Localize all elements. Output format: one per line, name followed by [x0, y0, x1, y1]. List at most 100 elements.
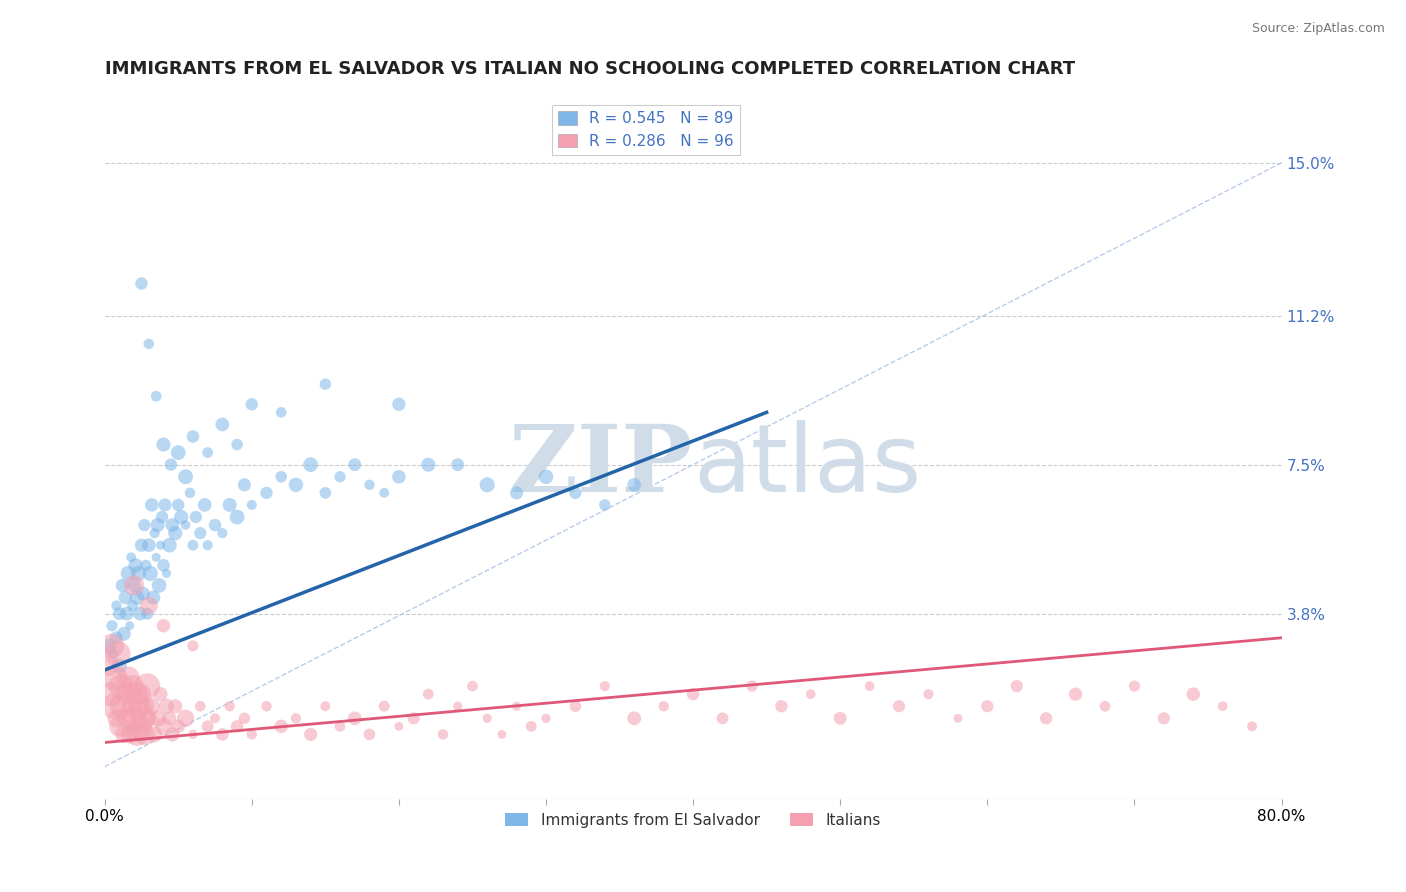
Point: [917, 687, 939, 701]
Point: [194, 498, 217, 512]
Point: [107, 647, 129, 661]
Point: [125, 591, 148, 605]
Point: [373, 699, 395, 714]
Point: [1241, 719, 1264, 733]
Point: [1123, 679, 1146, 693]
Point: [564, 699, 586, 714]
Point: [800, 687, 823, 701]
Point: [270, 719, 292, 733]
Point: [402, 711, 425, 725]
Point: [141, 498, 163, 512]
Point: [359, 478, 381, 492]
Point: [142, 591, 165, 605]
Point: [120, 550, 142, 565]
Point: [125, 727, 148, 741]
Point: [184, 510, 207, 524]
Point: [170, 510, 193, 524]
Point: [146, 518, 169, 533]
Point: [373, 486, 395, 500]
Point: [447, 458, 470, 472]
Point: [181, 639, 204, 653]
Point: [117, 671, 139, 685]
Point: [148, 578, 170, 592]
Point: [491, 727, 513, 741]
Point: [181, 429, 204, 443]
Point: [197, 719, 219, 733]
Point: [122, 578, 145, 592]
Point: [564, 486, 586, 500]
Point: [859, 679, 882, 693]
Point: [314, 486, 336, 500]
Point: [152, 437, 174, 451]
Point: [138, 711, 160, 725]
Point: [181, 727, 204, 741]
Point: [167, 445, 190, 459]
Point: [153, 498, 176, 512]
Point: [134, 727, 156, 741]
Point: [204, 711, 226, 725]
Point: [329, 469, 352, 483]
Point: [1182, 687, 1205, 701]
Point: [284, 711, 307, 725]
Point: [211, 727, 233, 741]
Point: [233, 478, 256, 492]
Point: [138, 337, 160, 351]
Point: [118, 727, 141, 741]
Point: [174, 518, 197, 533]
Point: [188, 526, 211, 541]
Point: [122, 711, 145, 725]
Point: [141, 699, 163, 714]
Point: [976, 699, 998, 714]
Point: [115, 607, 138, 621]
Point: [475, 711, 498, 725]
Point: [505, 486, 527, 500]
Point: [128, 566, 150, 581]
Point: [98, 639, 121, 653]
Point: [100, 687, 122, 701]
Point: [682, 687, 704, 701]
Point: [131, 687, 153, 701]
Point: [165, 526, 187, 541]
Point: [623, 478, 645, 492]
Point: [218, 699, 240, 714]
Point: [1064, 687, 1087, 701]
Point: [105, 711, 128, 725]
Point: [134, 518, 156, 533]
Point: [138, 599, 160, 613]
Point: [129, 607, 152, 621]
Point: [121, 599, 143, 613]
Text: ZIP: ZIP: [509, 421, 693, 511]
Point: [174, 711, 197, 725]
Point: [204, 518, 226, 533]
Point: [593, 498, 616, 512]
Point: [162, 518, 184, 533]
Point: [520, 719, 543, 733]
Point: [887, 699, 910, 714]
Point: [136, 679, 159, 693]
Point: [112, 626, 135, 640]
Point: [150, 510, 173, 524]
Point: [211, 417, 233, 432]
Point: [120, 699, 142, 714]
Point: [226, 719, 249, 733]
Point: [145, 389, 167, 403]
Text: IMMIGRANTS FROM EL SALVADOR VS ITALIAN NO SCHOOLING COMPLETED CORRELATION CHART: IMMIGRANTS FROM EL SALVADOR VS ITALIAN N…: [104, 60, 1074, 78]
Point: [131, 277, 153, 291]
Point: [652, 699, 675, 714]
Point: [111, 699, 134, 714]
Point: [135, 699, 157, 714]
Point: [118, 618, 141, 632]
Point: [115, 711, 138, 725]
Point: [155, 566, 177, 581]
Point: [226, 437, 249, 451]
Point: [131, 538, 153, 552]
Point: [155, 699, 177, 714]
Text: atlas: atlas: [693, 420, 921, 512]
Point: [162, 727, 184, 741]
Point: [447, 699, 470, 714]
Point: [152, 719, 174, 733]
Point: [1005, 679, 1028, 693]
Point: [111, 578, 134, 592]
Point: [240, 397, 263, 411]
Point: [299, 458, 322, 472]
